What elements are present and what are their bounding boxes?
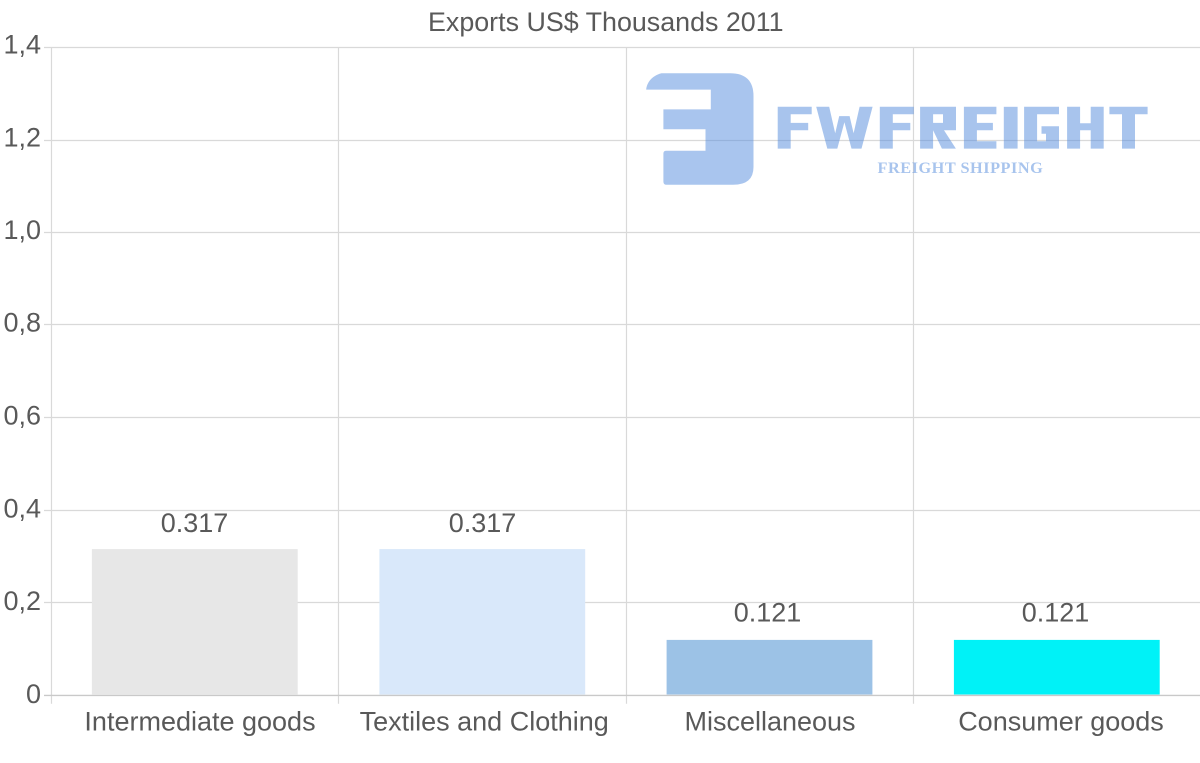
svg-text:Textiles and Clothing: Textiles and Clothing: [360, 707, 609, 737]
svg-text:0.121: 0.121: [1022, 598, 1090, 628]
svg-text:FREIGHT SHIPPING: FREIGHT SHIPPING: [878, 158, 1044, 177]
svg-text:Miscellaneous: Miscellaneous: [684, 707, 855, 737]
svg-text:0,8: 0,8: [3, 307, 41, 337]
svg-text:1,0: 1,0: [3, 215, 41, 245]
svg-text:0,4: 0,4: [3, 493, 41, 523]
svg-text:0.121: 0.121: [734, 598, 802, 628]
svg-text:1,2: 1,2: [3, 122, 41, 152]
svg-text:0.317: 0.317: [161, 508, 229, 538]
svg-text:Intermediate goods: Intermediate goods: [84, 707, 315, 737]
svg-text:0: 0: [26, 679, 41, 709]
svg-text:Exports US$ Thousands 2011: Exports US$ Thousands 2011: [428, 7, 784, 37]
svg-text:Consumer goods: Consumer goods: [958, 707, 1164, 737]
svg-text:0,6: 0,6: [3, 401, 41, 431]
svg-text:0.317: 0.317: [449, 508, 517, 538]
svg-text:0,2: 0,2: [3, 586, 41, 616]
svg-text:1,4: 1,4: [3, 30, 41, 60]
